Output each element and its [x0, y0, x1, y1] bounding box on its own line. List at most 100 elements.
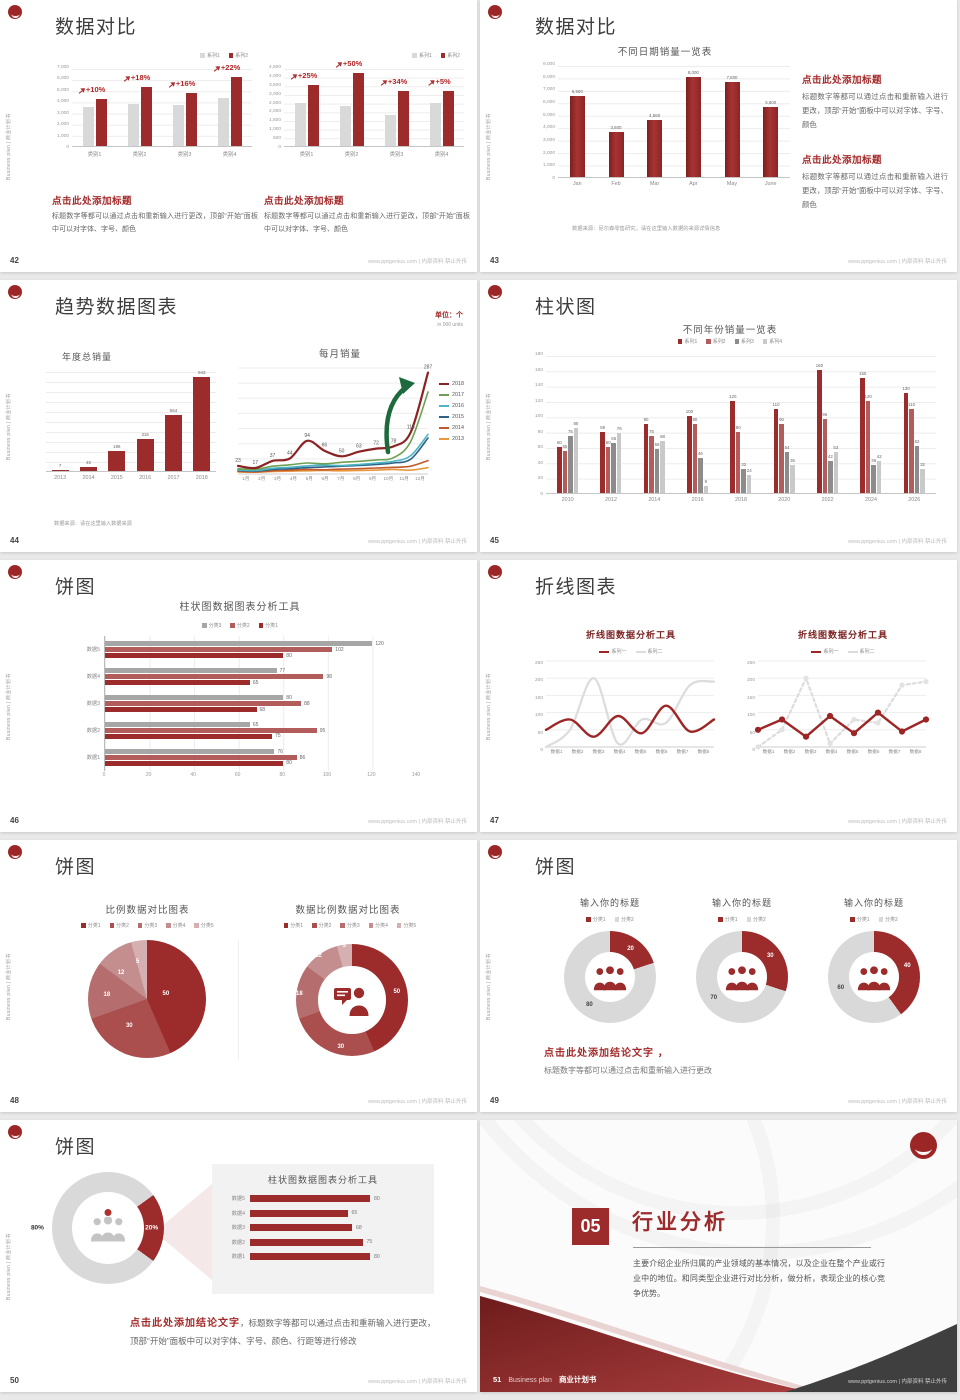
bar-group: 7,600: [713, 75, 752, 177]
bar-value-label: 60: [605, 440, 611, 445]
bar-value-label: 42: [827, 453, 833, 459]
chart-legend: 系列一 系列二: [742, 648, 944, 655]
bar-value-label: 65: [351, 1210, 358, 1216]
y-tick: 250: [534, 661, 543, 666]
x-tick: 120: [367, 771, 376, 778]
slide-footer-left: 51 Business plan 商业计划书: [493, 1374, 596, 1385]
y-tick: 0: [752, 747, 755, 753]
bar-value-label: 88: [304, 700, 310, 707]
block-body: 标题数字等都可以通过点击和重新输入进行更改，顶部“开始”面板中可以对字体、字号、…: [802, 92, 948, 130]
slide-44-thumbnail[interactable]: Business plan | 商业计划书 趋势数据图表 单位：个 in 000…: [0, 280, 477, 552]
bar-value-label: 55: [562, 443, 568, 449]
slide-side-label: Business plan | 商业计划书: [6, 113, 12, 180]
bar-value-label: 80: [286, 694, 292, 701]
slide-side-label: Business plan | 商业计划书: [6, 953, 12, 1020]
bar-group: 45: [74, 460, 102, 471]
bar-value-label: 80: [286, 652, 292, 659]
slide-49-thumbnail[interactable]: Business plan | 商业计划书 饼图 输入你的标题 分类1 分类2 20 8…: [480, 840, 957, 1112]
slide-43-thumbnail[interactable]: Business plan | 商业计划书 数据对比 不同日期销量一览表 9,0…: [480, 0, 957, 272]
donut-chart: 50 30 18 12 5: [296, 943, 408, 1056]
unit-text: 单位：个: [435, 312, 463, 319]
y-tick: 140: [534, 383, 543, 389]
slide-45-thumbnail[interactable]: Business plan | 商业计划书 柱状图 不同年份销量一览表 系列1 系…: [480, 280, 957, 552]
percent-label: +34%: [379, 77, 407, 86]
legend-item: 2013: [439, 436, 471, 442]
x-category: 2017: [167, 475, 180, 481]
slide-title: 数据对比: [535, 17, 618, 38]
slide-46-thumbnail[interactable]: Business plan | 商业计划书 饼图 柱状图数据图表分析工具 分类3…: [0, 560, 477, 832]
text-block: 点击此处添加标题 标题数字等都可以通过点击和重新输入进行更改，顶部“开始”面板中…: [802, 72, 948, 132]
slide-48-thumbnail[interactable]: Business plan | 商业计划书 饼图 比例数据对比图表 分类1 分类2…: [0, 840, 477, 1112]
bar: 80: [736, 425, 741, 493]
row-label: 数据4: [231, 1210, 245, 1217]
data-point: [754, 726, 762, 733]
slide-42-thumbnail[interactable]: Business plan | 商业计划书 数据对比 系列1 系列2 7,000 6,…: [0, 0, 477, 272]
legend-item: 系列一: [811, 648, 839, 655]
bar-value-label: 96: [822, 412, 828, 418]
bar: 32: [741, 462, 746, 493]
y-tick: 40: [537, 460, 543, 466]
block-heading: 点击此处添加标题: [802, 75, 883, 86]
slide-51-thumbnail[interactable]: 05 行业分析 主要介绍企业所归属的产业领域的基本情况，以及企业在整个产业或行业…: [480, 1120, 957, 1392]
bar: 564: [164, 408, 182, 471]
x-category: 数据1: [762, 749, 775, 754]
bar-value-label: 120: [864, 394, 872, 399]
slide-title: 数据对比: [55, 17, 138, 38]
legend-item: 分类2: [312, 922, 331, 929]
series-line: [756, 711, 928, 739]
line-legend: 2018 2017 2016 2015 2014 2013: [439, 376, 471, 447]
x-category: 7月: [337, 476, 345, 481]
point-label: 50: [339, 448, 345, 454]
x-category: 2026: [908, 497, 921, 503]
series-line: [237, 391, 429, 471]
bar-value-label: 24: [746, 467, 752, 473]
chart-title: 数据比例数据对比图表: [295, 905, 401, 916]
bar-value-label: 54: [784, 444, 790, 450]
bar-value-label: 77: [279, 667, 286, 674]
data-point: [875, 720, 881, 726]
y-tick: 1,000: [542, 163, 555, 169]
arrow-up-icon: [287, 70, 298, 81]
legend-item: 2015: [439, 414, 471, 420]
bar-group: +50%: [329, 73, 374, 146]
slice-label: 50: [162, 991, 170, 998]
arrow-up-icon: [210, 62, 221, 73]
bar-chart: 9,000 8,000 7,000 6,000 5,000 4,000 3,000 2,000…: [532, 62, 790, 187]
people-group-icon: [90, 1216, 126, 1242]
arrow-up-icon: [377, 76, 388, 87]
y-tick: 3,000: [542, 137, 555, 143]
slide-side-label: Business plan | 商业计划书: [486, 953, 492, 1020]
conclusion-body: ，标题数字等都可以通过点击和重新输入进行更改，顶部“开始”面板中可以对字体、字号…: [130, 1318, 436, 1346]
slide-47-thumbnail[interactable]: Business plan | 商业计划书 折线图表 折线图数据分析工具 系列一系…: [480, 560, 957, 832]
bar: 316: [136, 432, 154, 471]
bar: 80: [600, 425, 605, 493]
x-category: 10月: [383, 476, 394, 481]
footer-brand: Business plan: [508, 1377, 552, 1384]
donut-chart: 20% 80%: [31, 1172, 164, 1284]
x-category: 数据2: [571, 749, 584, 754]
bar: 3,600: [608, 125, 624, 177]
x-category: 6月: [321, 476, 329, 481]
grouped-bar-chart: 系列1 系列2 4,500 4,000 3,500 3,000 2,500 2,000 1,50…: [262, 52, 464, 158]
line-chart-canvas: 23 17 37 44 94 66 50 63 72 78 118 287: [235, 365, 432, 475]
arrow-up-icon: [332, 58, 343, 69]
bar: [185, 92, 197, 146]
bar: 32: [920, 462, 925, 493]
slice-label: 5: [342, 943, 346, 950]
x-category: 2016: [691, 497, 704, 503]
bar-group: 316: [131, 432, 159, 471]
bar-value-label: 80: [286, 760, 292, 767]
legend-item: 系列2: [228, 52, 248, 59]
series-line: [544, 704, 716, 738]
y-tick: 2,500: [268, 100, 281, 106]
y-tick: 8,000: [542, 74, 555, 80]
hbar-chart: 数据5 120 102 80 数据4 77 98 65 数据3 80 88 68 数据2 65 95 75 数据…: [78, 636, 420, 779]
conclusion-block: 点击此处添加结论文字 ， 标题数字等都可以通过点击和重新输入进行更改: [544, 1044, 904, 1076]
y-tick: 3,500: [268, 82, 281, 88]
slide-footer: www.pptgenius.com | 内部资料 禁止外传: [368, 1379, 467, 1385]
slide-50-thumbnail[interactable]: Business plan | 商业计划书 饼图 20% 80% 柱状图数据图表分…: [0, 1120, 477, 1392]
bar: 78: [617, 426, 622, 493]
chart-title: 比例数据对比图表: [105, 905, 190, 916]
bar-group: +10%: [72, 99, 117, 146]
slide-footer: www.pptgenius.com | 内部资料 禁止外传: [848, 1379, 947, 1385]
